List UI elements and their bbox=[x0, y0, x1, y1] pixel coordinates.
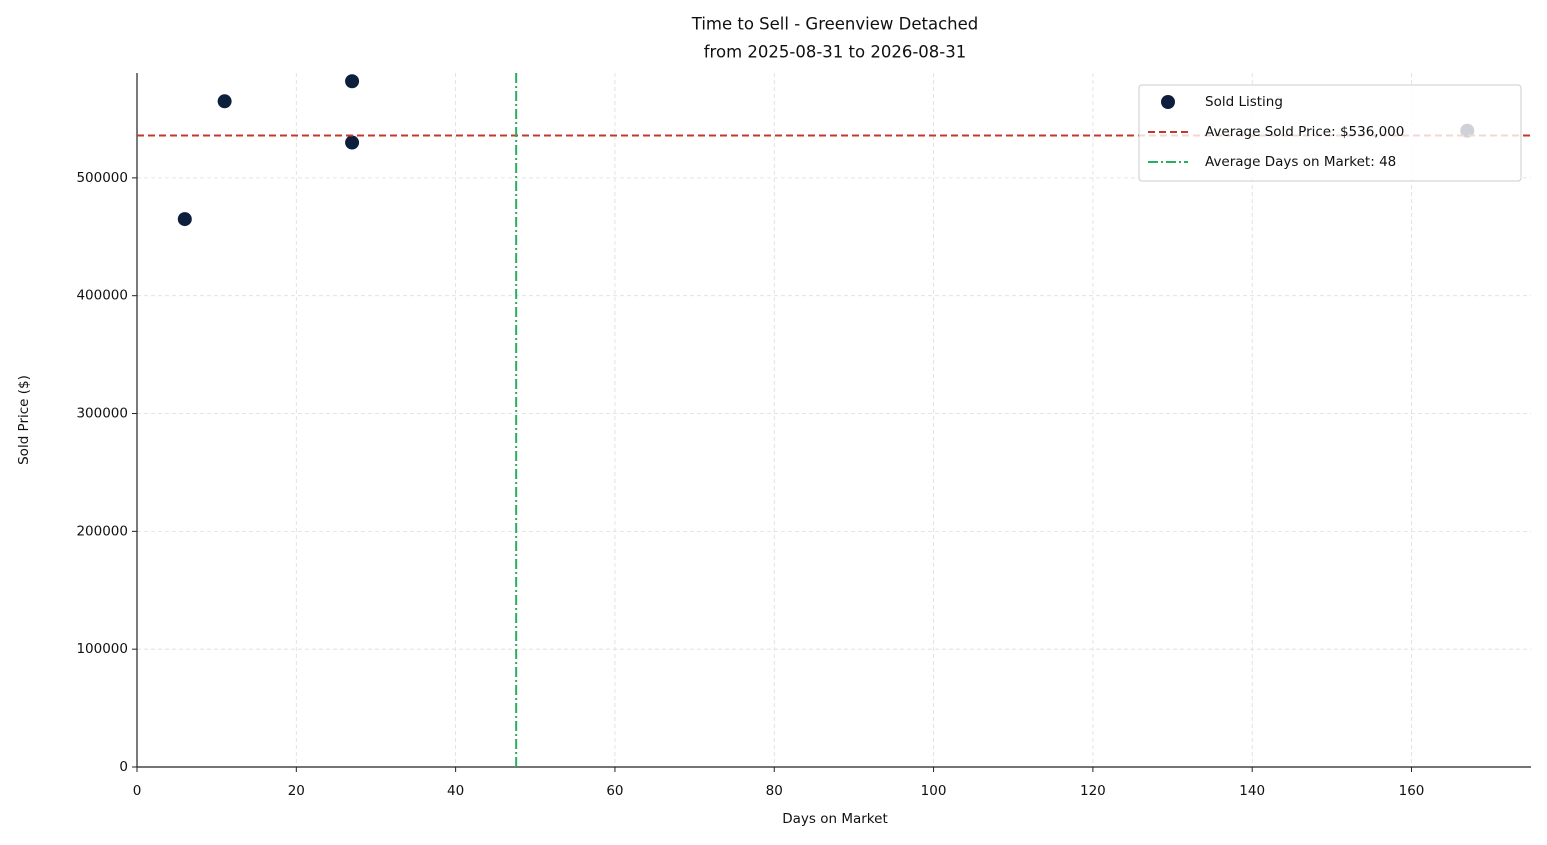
y-tick-label: 300000 bbox=[76, 406, 128, 422]
x-tick-label: 60 bbox=[606, 783, 623, 799]
x-tick-label: 160 bbox=[1399, 783, 1425, 799]
y-tick-label: 100000 bbox=[76, 641, 128, 657]
legend-label: Sold Listing bbox=[1205, 94, 1283, 110]
x-axis-label: Days on Market bbox=[782, 811, 888, 827]
x-tick-label: 40 bbox=[447, 783, 464, 799]
y-tick-label: 500000 bbox=[76, 170, 128, 186]
point bbox=[345, 74, 360, 89]
chart-title: Time to Sell - Greenview Detached bbox=[691, 15, 978, 34]
y-tick-label: 200000 bbox=[76, 523, 128, 539]
legend-label: Average Sold Price: $536,000 bbox=[1205, 124, 1404, 140]
legend-label: Average Days on Market: 48 bbox=[1205, 154, 1396, 170]
y-tick-label: 400000 bbox=[76, 288, 128, 304]
legend-box bbox=[1138, 84, 1522, 182]
legend-marker bbox=[1161, 95, 1175, 109]
x-tick-label: 100 bbox=[921, 783, 947, 799]
point bbox=[345, 135, 360, 150]
x-tick-label: 80 bbox=[766, 783, 783, 799]
x-tick-label: 120 bbox=[1080, 783, 1106, 799]
y-axis-label: Sold Price ($) bbox=[16, 375, 32, 465]
point bbox=[217, 94, 232, 109]
chart-subtitle: from 2025-08-31 to 2026-08-31 bbox=[704, 43, 966, 62]
y-tick-label: 0 bbox=[119, 759, 128, 775]
x-tick-label: 0 bbox=[133, 783, 142, 799]
x-tick-label: 140 bbox=[1239, 783, 1265, 799]
point bbox=[177, 212, 192, 227]
x-tick-label: 20 bbox=[288, 783, 305, 799]
